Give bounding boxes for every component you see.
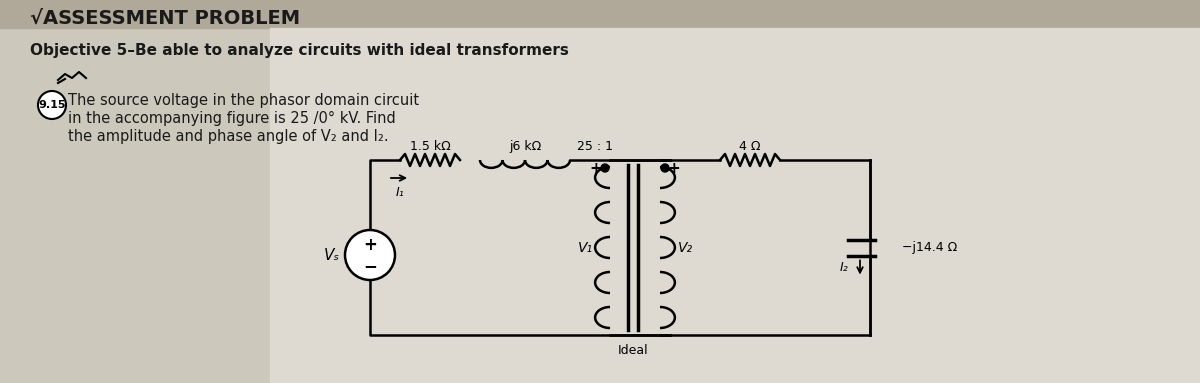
Text: 1.5 kΩ: 1.5 kΩ: [409, 139, 450, 152]
Text: 9.15: 9.15: [38, 100, 66, 110]
Text: I₂: I₂: [840, 261, 848, 274]
Text: Objective 5–Be able to analyze circuits with ideal transformers: Objective 5–Be able to analyze circuits …: [30, 43, 569, 57]
Circle shape: [601, 164, 608, 172]
Text: +: +: [667, 160, 680, 175]
Text: I₁: I₁: [396, 185, 404, 198]
Text: 4 Ω: 4 Ω: [739, 139, 761, 152]
Text: in the accompanying figure is 25 /0° kV. Find: in the accompanying figure is 25 /0° kV.…: [68, 110, 396, 126]
Text: V₂: V₂: [678, 241, 692, 254]
Bar: [270, 28, 1200, 383]
Text: the amplitude and phase angle of V₂ and I₂.: the amplitude and phase angle of V₂ and …: [68, 129, 389, 144]
Text: 25 : 1: 25 : 1: [577, 139, 613, 152]
Text: Vₛ: Vₛ: [324, 247, 340, 262]
Text: −: −: [364, 257, 377, 275]
Text: The source voltage in the phasor domain circuit: The source voltage in the phasor domain …: [68, 93, 419, 108]
Circle shape: [38, 91, 66, 119]
Text: +: +: [589, 160, 602, 175]
Text: √ASSESSMENT PROBLEM: √ASSESSMENT PROBLEM: [30, 8, 300, 28]
Circle shape: [346, 230, 395, 280]
Text: −j14.4 Ω: −j14.4 Ω: [902, 241, 958, 254]
Bar: [0, 0, 1200, 28]
Text: Ideal: Ideal: [618, 344, 648, 357]
Circle shape: [661, 164, 670, 172]
Text: V₁: V₁: [577, 241, 593, 254]
Text: j6 kΩ: j6 kΩ: [509, 139, 541, 152]
Text: +: +: [364, 236, 377, 254]
